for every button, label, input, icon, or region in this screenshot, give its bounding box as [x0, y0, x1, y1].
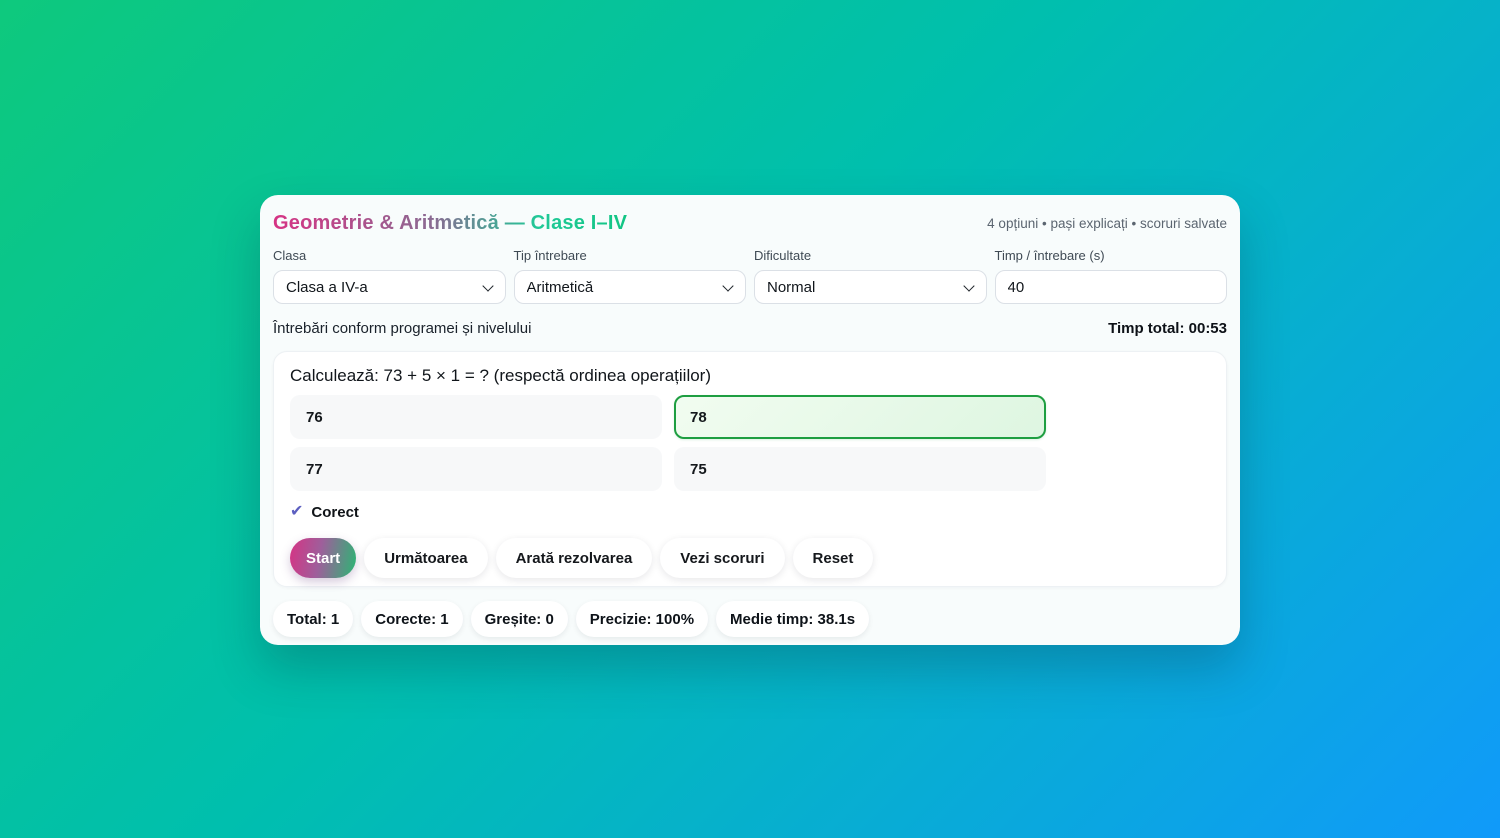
header: Geometrie & Aritmetică — Clase I–IV 4 op… — [273, 208, 1227, 238]
stats-bar: Total: 1 Corecte: 1 Greșite: 0 Precizie:… — [273, 601, 1227, 637]
answer-options: 76 78 77 75 — [290, 395, 1046, 491]
total-time: Timp total: 00:53 — [1108, 320, 1227, 337]
feedback-row: ✔ Corect — [290, 502, 1210, 522]
stat-precision: Precizie: 100% — [575, 601, 709, 637]
see-scores-button[interactable]: Vezi scoruri — [660, 538, 785, 578]
question-card: Calculează: 73 + 5 × 1 = ? (respectă ord… — [273, 351, 1227, 587]
action-buttons: Start Următoarea Arată rezolvarea Vezi s… — [290, 538, 1210, 578]
stat-correct: Corecte: 1 — [361, 601, 463, 637]
stat-avg-time: Medie timp: 38.1s — [716, 601, 870, 637]
show-solution-button[interactable]: Arată rezolvarea — [495, 538, 653, 578]
header-meta: 4 opțiuni • pași explicați • scoruri sal… — [987, 215, 1227, 231]
check-icon: ✔ — [290, 503, 304, 520]
answer-option-selected[interactable]: 78 — [674, 395, 1046, 439]
clasa-label: Clasa — [273, 248, 307, 263]
field-timp-intrebare: Timp / întrebare (s) — [994, 248, 1227, 304]
curriculum-note: Întrebări conform programei și nivelului — [273, 320, 532, 337]
page-title: Geometrie & Aritmetică — Clase I–IV — [273, 211, 628, 234]
dificultate-select[interactable]: Normal — [754, 270, 987, 304]
clasa-select[interactable]: Clasa a IV-a — [273, 270, 506, 304]
field-clasa: Clasa Clasa a IV-a — [273, 248, 506, 304]
timp-intrebare-label: Timp / întrebare (s) — [994, 248, 1105, 263]
quiz-app-card: Geometrie & Aritmetică — Clase I–IV 4 op… — [260, 195, 1240, 645]
settings-bar: Clasa Clasa a IV-a Tip întrebare Aritmet… — [273, 248, 1227, 304]
tip-intrebare-label: Tip întrebare — [513, 248, 587, 263]
stat-wrong: Greșite: 0 — [470, 601, 568, 637]
start-button[interactable]: Start — [290, 538, 357, 578]
dificultate-label: Dificultate — [754, 248, 812, 263]
tip-intrebare-select[interactable]: Aritmetică — [513, 270, 746, 304]
answer-option[interactable]: 76 — [290, 395, 662, 439]
field-tip-intrebare: Tip întrebare Aritmetică — [513, 248, 746, 304]
time-per-question-input[interactable] — [994, 270, 1227, 304]
question-text: Calculează: 73 + 5 × 1 = ? (respectă ord… — [290, 366, 711, 385]
field-dificultate: Dificultate Normal — [754, 248, 987, 304]
reset-button[interactable]: Reset — [792, 538, 874, 578]
feedback-text: Corect — [311, 503, 359, 521]
answer-option[interactable]: 77 — [290, 447, 662, 491]
next-button[interactable]: Următoarea — [364, 538, 488, 578]
status-bar: Întrebări conform programei și nivelului… — [273, 318, 1227, 339]
stat-total: Total: 1 — [273, 601, 354, 637]
answer-option[interactable]: 75 — [674, 447, 1046, 491]
